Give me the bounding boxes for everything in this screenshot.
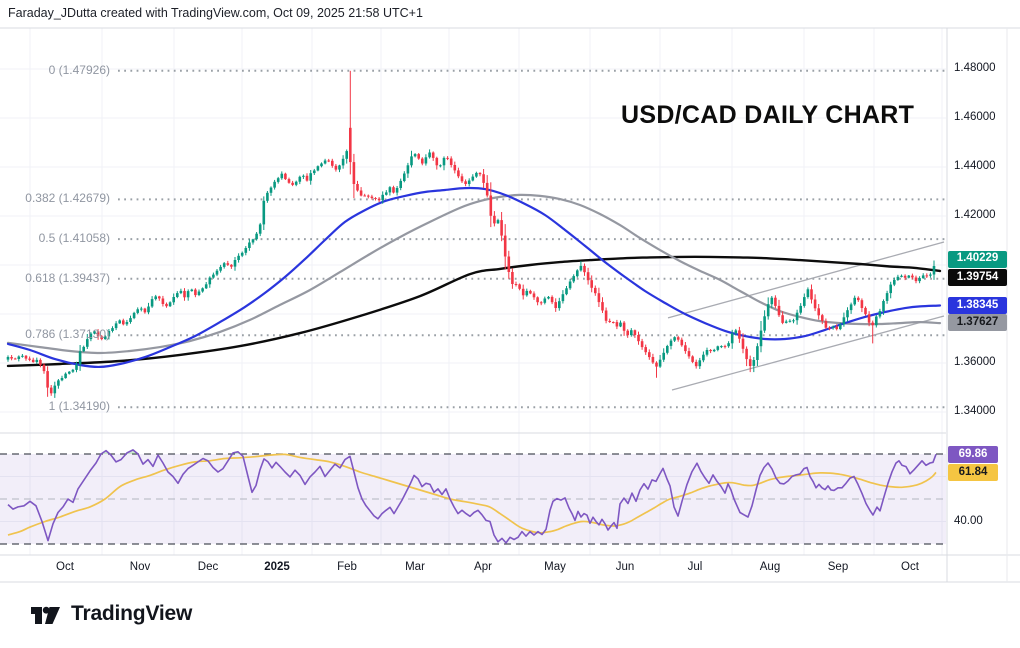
time-axis-label[interactable]: Dec (197, 561, 219, 573)
fib-level-label: 0.382 (1.42679) (25, 191, 110, 206)
price-axis-label[interactable]: 1.44000 (954, 160, 996, 172)
fib-level-label: 0.786 (1.37130) (25, 327, 110, 342)
fib-level-label: 0.5 (1.41058) (38, 231, 110, 246)
rsi-line[interactable] (7, 449, 937, 544)
pane-borders (0, 27, 1020, 583)
ma50-badge: 1.38345 (948, 297, 1007, 314)
time-axis-label[interactable]: Jul (687, 561, 703, 573)
ma-line-sma50[interactable] (6, 186, 942, 369)
rsi-badge: 69.86 (948, 445, 998, 463)
time-axis-label[interactable]: Apr (474, 561, 492, 573)
ma-line-sma200[interactable] (6, 255, 942, 368)
price-axis-label[interactable]: 1.48000 (954, 62, 996, 74)
tradingview-logo[interactable]: TradingView (28, 597, 192, 631)
time-axis-label[interactable]: Mar (405, 561, 425, 573)
fib-level-label: 0.618 (1.39437) (25, 270, 110, 285)
fib-level-label: 1 (1.34190) (48, 399, 110, 414)
time-axis-label[interactable]: Nov (129, 561, 151, 573)
candles-series[interactable] (6, 70, 936, 398)
price-axis-label[interactable]: 1.36000 (954, 356, 996, 368)
ma-line-sma100[interactable] (6, 193, 942, 355)
rsi-ma-badge: 61.84 (948, 463, 998, 481)
time-axis-label[interactable]: 2025 (264, 561, 290, 573)
price-axis-label[interactable]: 1.34000 (954, 405, 996, 417)
price-axis-label[interactable]: 1.46000 (954, 111, 996, 123)
time-axis-label[interactable]: Feb (337, 561, 357, 573)
attribution-text: Faraday_JDutta created with TradingView.… (8, 6, 423, 20)
time-axis-label[interactable]: May (544, 561, 566, 573)
rsi-axis-label[interactable]: 40.00 (954, 514, 983, 527)
trend-channel-lines[interactable] (667, 241, 945, 391)
time-axis-label[interactable]: Jun (615, 561, 635, 573)
ma200-badge: 1.39754 (948, 269, 1007, 286)
time-axis-label[interactable]: Oct (56, 561, 74, 573)
tradingview-logo-text: TradingView (71, 602, 193, 625)
last-price-badge: 1.40229 (948, 250, 1007, 268)
time-axis-label[interactable]: Sep (827, 561, 849, 573)
chart-title: USD/CAD DAILY CHART (621, 101, 915, 129)
tradingview-logo-icon (28, 597, 62, 631)
ma100-badge: 1.37627 (948, 314, 1007, 331)
time-axis-label[interactable]: Oct (901, 561, 919, 573)
price-axis-label[interactable]: 1.42000 (954, 209, 996, 221)
fib-level-label: 0 (1.47926) (48, 62, 110, 77)
time-gridlines (29, 28, 943, 555)
time-axis-label[interactable]: Aug (759, 561, 781, 573)
